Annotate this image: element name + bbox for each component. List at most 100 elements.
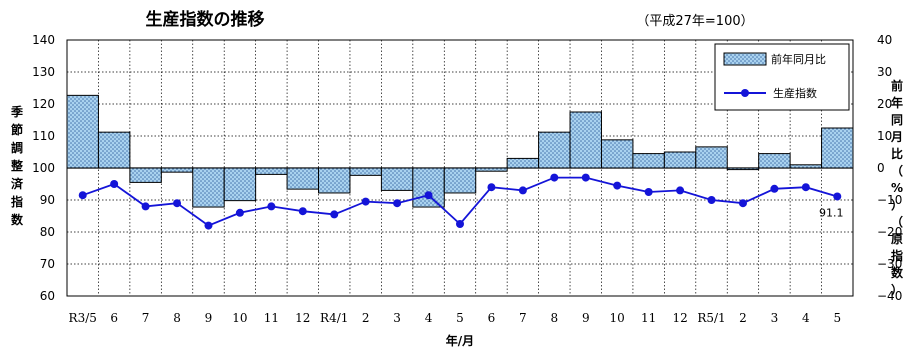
y-right-tick-label: 40 <box>877 33 892 47</box>
line-point <box>738 199 747 208</box>
y-left-tick-label: 60 <box>40 289 55 303</box>
bar <box>506 157 540 169</box>
y-axis-right-title: 前年同月比 （% ） （ 原指数 ） <box>890 78 904 297</box>
bar <box>538 131 571 169</box>
bar <box>443 167 477 194</box>
y-left-title-char: 指 <box>11 194 23 209</box>
x-axis-title: 年/月 <box>446 333 474 348</box>
y-right-title-char: 比 <box>891 146 903 161</box>
y-right-title-char: （ <box>891 214 903 229</box>
y-right-tick-label: −10 <box>877 193 902 207</box>
line-point <box>361 197 370 206</box>
y-right-tick-label: −40 <box>877 289 902 303</box>
line-point <box>330 210 339 219</box>
bars-series <box>66 94 854 208</box>
y-right-title-char: ） <box>891 197 903 212</box>
x-tick-label: 5 <box>833 311 841 325</box>
bar <box>160 167 194 173</box>
y-right-tick-label: 30 <box>877 65 892 79</box>
y-right-title-char: ） <box>891 282 903 297</box>
y-right-tick-label: −20 <box>877 225 902 239</box>
line-point <box>78 191 87 200</box>
x-tick-label: 4 <box>425 311 433 325</box>
x-tick-label: 2 <box>739 311 747 325</box>
x-tick-label: 5 <box>456 311 464 325</box>
legend: 前年同月比 生産指数 <box>714 43 850 111</box>
x-tick-label: 9 <box>582 311 590 325</box>
plot-frame <box>66 39 854 297</box>
x-tick-label: 10 <box>610 311 625 325</box>
bar <box>223 167 257 202</box>
y-left-title-char: 節 <box>11 122 23 137</box>
y-left-title-char: 済 <box>11 176 24 191</box>
x-tick-label: 7 <box>142 311 150 325</box>
last-value-label: 91.1 <box>819 206 844 219</box>
line-point <box>801 183 810 192</box>
bar <box>349 167 382 176</box>
line-point <box>110 180 119 188</box>
x-axis-categories: R3/5 6 7 8 9 10 11 12 R4/1 2 3 4 5 6 7 8 9 10 11 12 R5/1 2 3 4 5 <box>69 311 842 325</box>
line-point <box>770 184 779 193</box>
x-tick-label: 11 <box>641 311 656 325</box>
y-left-tick-label: 140 <box>32 33 55 47</box>
y-right-title-char: 前 <box>891 78 903 93</box>
y-right-title-char: 指 <box>891 248 903 263</box>
y-left-tick-label: 130 <box>32 65 55 79</box>
bar <box>318 167 351 194</box>
x-tick-label: 8 <box>173 311 181 325</box>
bar <box>129 167 162 183</box>
bar <box>632 153 665 169</box>
y-left-title-char: 整 <box>10 158 23 173</box>
line-point <box>204 221 213 230</box>
bar <box>726 167 760 171</box>
x-tick-label: 10 <box>232 311 247 325</box>
line-point <box>141 202 150 211</box>
x-tick-label: R3/5 <box>69 311 97 325</box>
line-point <box>267 202 276 211</box>
line-point <box>518 186 527 195</box>
y-right-title-char: 月 <box>890 130 903 144</box>
y-right-title-char: 数 <box>891 265 904 280</box>
y-right-tick-label: 20 <box>877 97 892 111</box>
line-point <box>487 183 496 192</box>
bar <box>600 139 634 169</box>
y-left-title-char: 数 <box>11 212 24 227</box>
y-right-title-char: % <box>891 181 903 195</box>
x-tick-label: 9 <box>205 311 213 325</box>
chart-subtitle: （平成27年=100） <box>636 14 753 29</box>
x-tick-label: 7 <box>519 311 527 325</box>
line-point <box>550 173 559 182</box>
y-right-title-char: （ <box>891 163 903 178</box>
line-point <box>676 186 685 195</box>
line-point <box>644 188 653 196</box>
bar <box>286 167 320 190</box>
x-tick-label: 12 <box>295 311 310 325</box>
line-point <box>235 208 244 217</box>
bar <box>412 167 445 208</box>
y-left-tick-label: 80 <box>40 225 55 239</box>
x-tick-label: 2 <box>362 311 370 325</box>
bar <box>97 131 131 169</box>
y-left-tick-label: 70 <box>40 257 55 271</box>
bar <box>475 167 508 172</box>
y-left-title-char: 季 <box>10 104 24 119</box>
x-tick-label: 6 <box>110 311 118 325</box>
y-left-tick-label: 120 <box>32 97 55 111</box>
line-point <box>613 181 622 190</box>
y-left-tick-label: 100 <box>32 161 55 175</box>
x-tick-label: 8 <box>550 311 558 325</box>
x-tick-label: 4 <box>802 311 810 325</box>
chart-title: 生産指数の推移 <box>146 9 265 30</box>
bar <box>66 94 99 169</box>
bar <box>821 127 854 169</box>
bar <box>789 164 823 169</box>
y-right-tick-label: −30 <box>877 257 902 271</box>
bar <box>695 146 728 169</box>
bar <box>192 167 225 208</box>
line-point <box>173 199 182 208</box>
y-left-title-char: 調 <box>11 140 23 155</box>
